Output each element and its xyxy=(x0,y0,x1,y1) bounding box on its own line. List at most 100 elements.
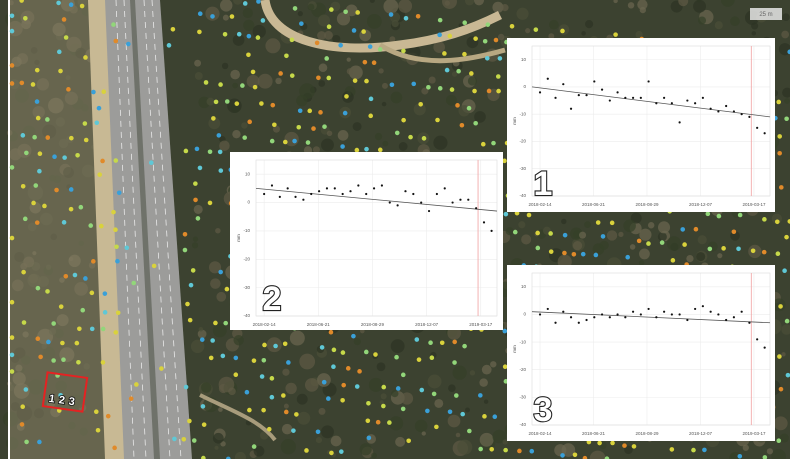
measurement-point xyxy=(90,291,95,296)
vegetation xyxy=(696,252,705,261)
data-point xyxy=(287,187,289,189)
measurement-point xyxy=(775,219,780,224)
data-point xyxy=(451,201,453,203)
data-point xyxy=(741,311,743,313)
x-tick-label: 2019-03-17 xyxy=(742,431,766,436)
measurement-point xyxy=(84,138,89,143)
measurement-point xyxy=(195,147,200,152)
measurement-point xyxy=(482,414,487,419)
vegetation xyxy=(434,399,443,408)
data-point xyxy=(326,187,328,189)
data-point xyxy=(554,97,556,99)
measurement-point xyxy=(364,79,369,84)
measurement-point xyxy=(416,14,421,19)
measurement-point xyxy=(510,24,515,29)
data-point xyxy=(725,319,727,321)
vegetation xyxy=(428,375,442,389)
data-point xyxy=(632,97,634,99)
measurement-point xyxy=(324,56,329,61)
vegetation xyxy=(219,140,230,151)
measurement-point xyxy=(75,341,80,346)
measurement-point xyxy=(10,29,15,34)
vegetation xyxy=(382,102,387,107)
vegetation xyxy=(693,0,706,13)
measurement-point xyxy=(242,135,247,140)
vegetation xyxy=(415,420,428,433)
measurement-point xyxy=(62,220,67,225)
vegetation xyxy=(337,12,350,25)
data-point xyxy=(733,110,735,112)
measurement-point xyxy=(35,220,40,225)
measurement-point xyxy=(278,71,283,76)
measurement-point xyxy=(31,82,36,87)
measurement-point xyxy=(38,355,43,360)
measurement-point xyxy=(31,201,36,206)
measurement-point xyxy=(316,430,321,435)
y-tick-label: -10 xyxy=(519,339,526,344)
measurement-point xyxy=(489,447,494,452)
vegetation xyxy=(780,434,789,443)
measurement-point xyxy=(307,109,312,114)
measurement-point xyxy=(329,451,334,456)
measurement-point xyxy=(57,50,62,55)
measurement-point xyxy=(58,69,63,74)
data-point xyxy=(420,201,422,203)
measurement-point xyxy=(331,364,336,369)
measurement-point xyxy=(581,252,586,257)
measurement-point xyxy=(777,134,782,139)
measurement-point xyxy=(408,135,413,140)
measurement-point xyxy=(442,51,447,56)
vegetation xyxy=(378,68,383,73)
measurement-point xyxy=(270,395,275,400)
measurement-point xyxy=(535,231,540,236)
measurement-point xyxy=(97,106,102,111)
measurement-point xyxy=(777,354,782,359)
measurement-point xyxy=(247,408,252,413)
measurement-point xyxy=(183,232,188,237)
vegetation xyxy=(600,241,609,250)
measurement-point xyxy=(613,32,618,37)
vegetation xyxy=(639,260,644,265)
data-point xyxy=(640,97,642,99)
measurement-point xyxy=(213,321,218,326)
measurement-point xyxy=(188,318,193,323)
measurement-point xyxy=(549,249,554,254)
measurement-point xyxy=(315,41,320,46)
measurement-point xyxy=(63,274,68,279)
vegetation xyxy=(275,78,281,84)
measurement-point xyxy=(503,329,508,334)
data-point xyxy=(373,187,375,189)
measurement-point xyxy=(64,35,69,40)
measurement-point xyxy=(298,108,303,113)
scale-label: 25 m xyxy=(759,12,772,18)
vegetation xyxy=(658,221,670,233)
vegetation xyxy=(371,453,377,459)
measurement-point xyxy=(149,160,154,165)
measurement-point xyxy=(671,258,676,263)
measurement-point xyxy=(351,334,356,339)
measurement-point xyxy=(35,68,40,73)
measurement-point xyxy=(189,283,194,288)
measurement-point xyxy=(253,85,258,90)
y-tick-label: -30 xyxy=(519,166,526,171)
measurement-point xyxy=(270,103,275,108)
x-tick-label: 2018-12-07 xyxy=(689,202,713,207)
measurement-point xyxy=(114,244,119,249)
measurement-point xyxy=(259,101,264,106)
measurement-point xyxy=(223,32,228,37)
measurement-point xyxy=(24,387,29,392)
measurement-point xyxy=(513,230,518,235)
measurement-point xyxy=(171,27,176,32)
vegetation xyxy=(347,68,353,74)
measurement-point xyxy=(708,247,713,252)
measurement-point xyxy=(113,39,118,44)
panel-number: 3 xyxy=(534,391,553,429)
vegetation xyxy=(752,31,756,35)
x-tick-label: 2019-03-17 xyxy=(469,322,493,327)
vegetation xyxy=(377,362,386,371)
vegetation xyxy=(241,122,247,128)
vegetation xyxy=(452,71,457,76)
measurement-point xyxy=(779,185,784,190)
measurement-point xyxy=(292,139,297,144)
